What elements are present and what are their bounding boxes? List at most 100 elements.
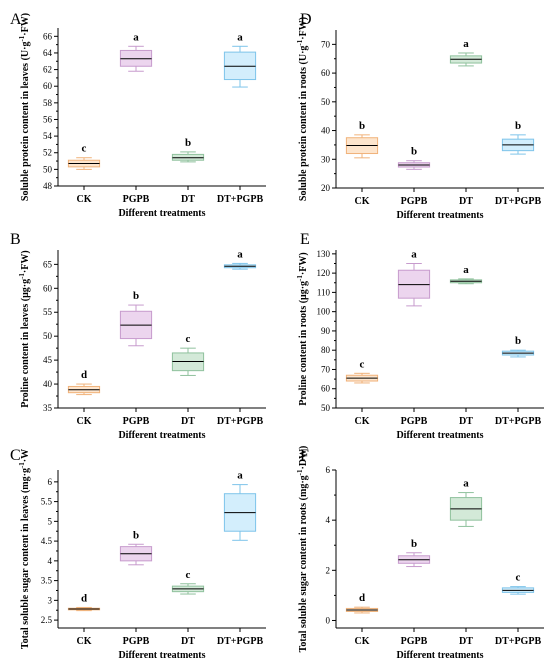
y-axis-label: Soluble protein content in roots (U·g-1·…	[296, 17, 309, 201]
box-pgpb: b	[119, 529, 153, 566]
box-dt-pgpb: c	[501, 572, 535, 595]
significance-letter: d	[81, 592, 87, 604]
panel-a: Ac a b a 48 50 52 54 56 58 60 62 64 66 CK PGPB DT DT+PGPB…	[10, 11, 266, 219]
y-tick-label: 40	[321, 126, 331, 136]
panel-letter: F	[300, 447, 309, 464]
y-tick-label: 50	[321, 403, 331, 413]
box-ck: b	[345, 120, 379, 159]
y-tick-label: 60	[321, 384, 331, 394]
x-axis-label: Different treatments	[118, 208, 205, 219]
y-tick-label: 64	[43, 48, 53, 58]
box-pgpb: b	[397, 146, 431, 170]
x-tick-label: DT+PGPB	[217, 194, 264, 205]
x-tick-label: CK	[355, 416, 370, 427]
y-axis-label: Total soluble sugar content in roots (mg…	[296, 446, 309, 653]
y-tick-label: 66	[43, 31, 53, 41]
y-tick-label: 0	[326, 615, 331, 625]
y-tick-label: 50	[43, 331, 53, 341]
box-dt-pgpb: a	[223, 31, 257, 88]
x-axis-label: Different treatments	[118, 650, 205, 661]
x-tick-label: DT+PGPB	[495, 636, 542, 647]
x-tick-label: DT	[459, 636, 473, 647]
x-tick-label: PGPB	[123, 636, 150, 647]
box-dt: a	[449, 264, 483, 285]
x-tick-label: PGPB	[123, 416, 150, 427]
y-tick-label: 50	[43, 164, 53, 174]
x-tick-label: DT	[459, 196, 473, 207]
significance-letter: b	[411, 538, 417, 550]
significance-letter: a	[463, 478, 469, 490]
significance-letter: a	[133, 31, 139, 43]
panel-letter: C	[10, 447, 21, 464]
y-tick-label: 100	[317, 307, 331, 317]
y-tick-label: 20	[321, 183, 331, 193]
significance-letter: a	[237, 31, 243, 43]
significance-letter: c	[360, 358, 365, 370]
panel-letter: E	[300, 231, 310, 248]
significance-letter: a	[463, 264, 469, 276]
box-dt: c	[171, 333, 205, 376]
y-tick-label: 130	[317, 249, 331, 259]
significance-letter: a	[237, 470, 243, 482]
y-tick-label: 60	[43, 81, 53, 91]
significance-letter: a	[411, 248, 417, 260]
x-tick-label: PGPB	[123, 194, 150, 205]
y-tick-label: 2	[326, 565, 331, 575]
x-axis-label: Different treatments	[396, 650, 483, 661]
y-tick-label: 120	[317, 268, 331, 278]
panel-f: Fd b a c 0 2 4 6 CK PGPB DT DT+PGPB Different treatm…	[296, 446, 544, 661]
significance-letter: b	[133, 529, 139, 541]
significance-letter: d	[359, 592, 365, 604]
x-axis-label: Different treatments	[396, 210, 483, 221]
y-tick-label: 6	[326, 465, 331, 475]
box-dt: b	[171, 137, 205, 163]
significance-letter: a	[463, 38, 469, 50]
y-tick-label: 4	[48, 556, 53, 566]
y-tick-label: 3	[48, 595, 53, 605]
box-ck: d	[67, 592, 101, 612]
x-tick-label: CK	[77, 416, 92, 427]
y-tick-label: 60	[43, 283, 53, 293]
significance-letter: a	[237, 248, 243, 260]
x-tick-label: PGPB	[401, 196, 428, 207]
box-pgpb: a	[397, 248, 431, 307]
y-axis-label: Soluble protein content in leaves (U·g-1…	[18, 13, 31, 201]
significance-letter: b	[515, 335, 521, 347]
x-axis-label: Different treatments	[396, 430, 483, 441]
panel-d: Db b a b 20 30 40 50 60 70 CK PGPB DT DT+PGPB Differen…	[296, 11, 544, 221]
y-tick-label: 50	[321, 97, 331, 107]
y-tick-label: 90	[321, 326, 331, 336]
x-tick-label: CK	[355, 636, 370, 647]
panel-letter: B	[10, 231, 21, 248]
y-axis-label: Total soluble sugar content in leaves (m…	[18, 449, 31, 649]
x-tick-label: DT	[181, 416, 195, 427]
y-tick-label: 48	[43, 181, 53, 191]
significance-letter: c	[82, 143, 87, 155]
y-tick-label: 58	[43, 98, 53, 108]
x-tick-label: DT	[181, 636, 195, 647]
y-tick-label: 110	[317, 287, 331, 297]
box-pgpb: b	[397, 538, 431, 568]
x-tick-label: DT	[181, 194, 195, 205]
panel-c: Cd b c a 2.5 3 3.5 4 4.5 5 5.5 6 CK PGPB DT DT+PGPB Diff…	[10, 447, 266, 661]
x-tick-label: CK	[77, 194, 92, 205]
significance-letter: b	[359, 120, 365, 132]
significance-letter: b	[185, 137, 191, 149]
panel-b: Bd b c a 35 40 45 50 55 60 65 CK PGPB DT DT+PGPB Differ…	[10, 231, 266, 441]
y-tick-label: 56	[43, 114, 53, 124]
y-tick-label: 45	[43, 355, 53, 365]
y-tick-label: 35	[43, 403, 53, 413]
panel-letter: D	[300, 11, 312, 28]
box-dt: c	[171, 569, 205, 595]
box-dt-pgpb: b	[501, 120, 535, 155]
y-tick-label: 65	[43, 259, 53, 269]
y-tick-label: 52	[43, 148, 52, 158]
significance-letter: c	[516, 572, 521, 584]
box-dt-pgpb: a	[223, 248, 257, 270]
y-axis-label: Proline content in roots (μg·g-1·FW)	[296, 252, 309, 405]
box-ck: d	[67, 369, 101, 396]
box-dt: a	[449, 478, 483, 527]
x-tick-label: DT+PGPB	[495, 416, 542, 427]
panel-e: Ec a a b 50 60 70 80 90 100 110 120 130 CK PGPB DT DT+PG…	[296, 231, 544, 441]
box-ck: c	[345, 358, 379, 384]
